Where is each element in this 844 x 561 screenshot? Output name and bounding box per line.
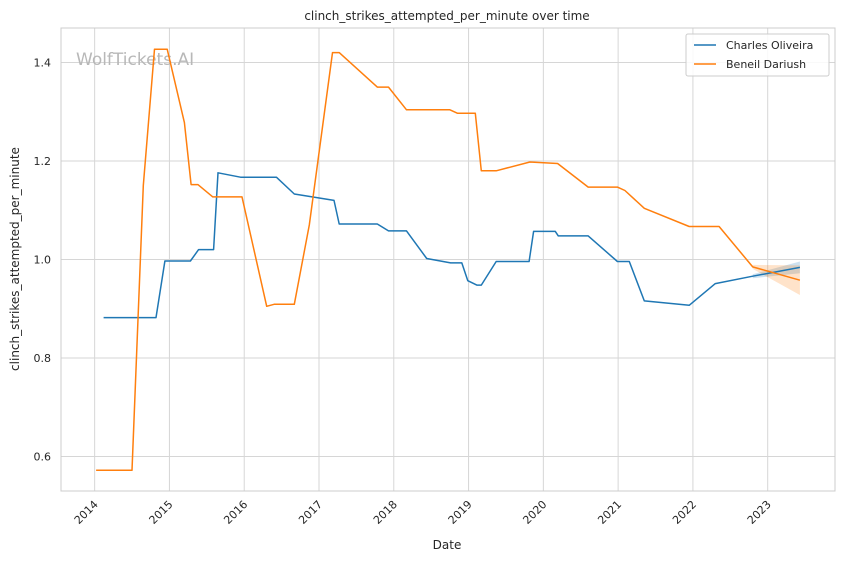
legend-label-charles-oliveira: Charles Oliveira <box>726 39 813 52</box>
chart-title: clinch_strikes_attempted_per_minute over… <box>304 9 589 23</box>
y-axis-title: clinch_strikes_attempted_per_minute <box>8 147 22 371</box>
legend-label-beneil-dariush: Beneil Dariush <box>726 58 806 71</box>
series-line-0 <box>103 172 801 319</box>
series-lines <box>96 48 801 472</box>
y-tick-label: 0.8 <box>34 352 52 365</box>
y-tick-label: 0.6 <box>34 451 52 464</box>
y-tick-label: 1.2 <box>34 155 52 168</box>
legend-box <box>685 33 830 77</box>
y-tick-label: 1.0 <box>34 254 52 267</box>
series-band-1 <box>752 264 800 295</box>
series-line-1 <box>96 48 801 472</box>
y-tick-label: 1.4 <box>34 56 52 69</box>
legend: Charles Oliveira Beneil Dariush <box>685 33 830 77</box>
plot-frame <box>60 27 836 492</box>
y-axis-ticks: 0.6 0.8 1.0 1.2 1.4 <box>34 56 52 463</box>
x-axis-title: Date <box>433 538 462 552</box>
watermark-text: WolfTickets.AI <box>76 50 194 70</box>
grid-lines <box>61 28 835 491</box>
